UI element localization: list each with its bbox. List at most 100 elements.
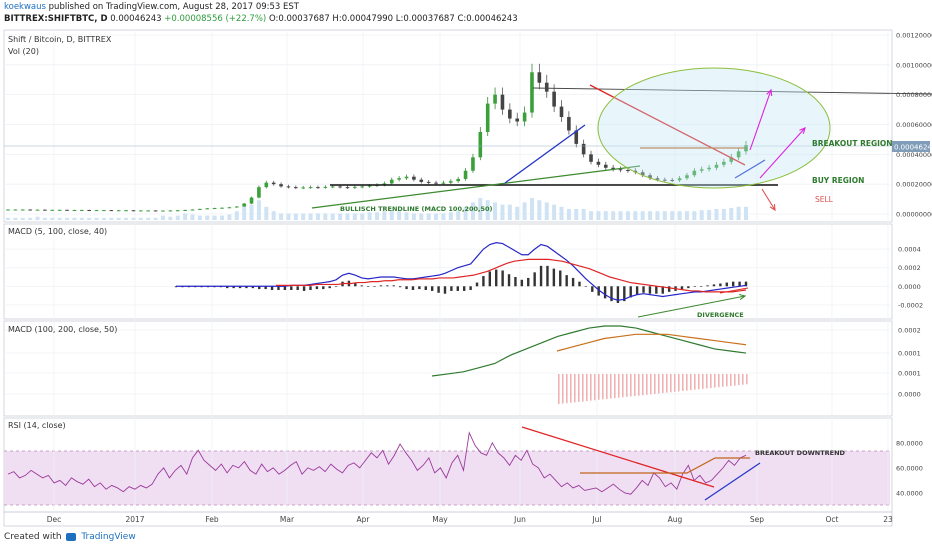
volume-bar: [596, 211, 601, 220]
short-uptrend-line: [734, 159, 766, 179]
candle-body: [257, 187, 261, 198]
candle-body: [316, 187, 320, 189]
candle-body: [323, 186, 328, 188]
macd-long-histogram-bar: [650, 374, 652, 395]
macd-long-histogram-bar: [582, 374, 584, 402]
macd-histogram-bar: [251, 286, 255, 289]
macd-long-histogram-bar: [610, 374, 612, 399]
macd-long-histogram-bar: [702, 374, 704, 389]
candle-body: [308, 187, 313, 189]
macd-histogram-bar: [495, 269, 498, 287]
volume-bar: [168, 216, 173, 220]
candle-body: [633, 170, 638, 173]
macd-long-pane: [431, 325, 748, 404]
volume-bar: [574, 209, 579, 220]
candle-body: [146, 210, 151, 212]
divergence-label: DIVERGENCE: [697, 311, 744, 319]
volume-bar: [6, 217, 10, 220]
macd-histogram-bar: [693, 286, 696, 287]
macd-histogram-bar: [680, 286, 684, 290]
volume-bar: [367, 212, 372, 220]
trendline-label: BULLISCH TRENDLINE (MACD 100,200,50): [340, 205, 493, 213]
candle-body: [57, 209, 62, 211]
candle-body: [50, 209, 55, 211]
last-price-value: 0.00046243: [894, 144, 932, 152]
volume-bar: [109, 217, 114, 220]
volume-bar: [28, 217, 33, 220]
macd-line: [176, 242, 747, 301]
volume-bar: [581, 209, 586, 220]
y-tick-label: 80.0000: [896, 439, 923, 447]
macd-histogram-bar: [661, 286, 664, 294]
volume-bar: [227, 214, 232, 220]
candle-body: [744, 145, 748, 152]
volume-bar: [116, 217, 121, 220]
macd-histogram-bar: [360, 285, 363, 287]
macd-histogram-bar: [533, 272, 536, 287]
macd-histogram-bar: [623, 286, 626, 302]
y-tick-label: 0.00020000: [896, 181, 932, 189]
candle-body: [611, 167, 615, 170]
candle-body: [13, 209, 18, 211]
symbol-label[interactable]: BITTREX:SHIFTBTC, D: [4, 14, 108, 24]
volume-bar: [721, 209, 726, 220]
created-with: Created with: [4, 532, 62, 542]
candle-body: [677, 178, 682, 181]
author-link[interactable]: koekwaus: [4, 2, 46, 12]
candle-body: [441, 182, 446, 184]
macd-histogram-bar: [283, 286, 287, 290]
candle-body: [330, 186, 335, 188]
macd-long-histogram-bar: [666, 374, 668, 393]
rsi-line: [7, 431, 747, 495]
macd-long-histogram-bar: [734, 374, 736, 386]
macd-histogram-bar: [514, 277, 517, 287]
candle-body: [397, 178, 401, 180]
candle-body: [227, 207, 232, 209]
y-tick-label: 0.0001: [898, 370, 921, 378]
tradingview-link[interactable]: TradingView: [81, 532, 136, 542]
macd-long-histogram-bar: [682, 374, 684, 391]
candle-body: [589, 154, 593, 162]
candle-body: [471, 157, 475, 171]
candle-body: [463, 170, 468, 179]
volume-bar: [271, 211, 276, 220]
macd-long-histogram-bar: [606, 374, 608, 399]
candle-body: [736, 151, 741, 158]
macd-histogram-bar: [366, 286, 370, 287]
volume-bar: [744, 206, 748, 220]
candle-body: [434, 182, 438, 184]
macd-long-histogram-bar: [654, 374, 656, 394]
volume-bar: [183, 213, 188, 220]
macd-histogram-bar: [488, 271, 492, 287]
macd-long-histogram-bar: [674, 374, 676, 392]
volume-bar: [670, 211, 675, 220]
volume-bar: [57, 217, 62, 220]
volume-bar: [249, 204, 254, 220]
candle-body: [640, 172, 645, 176]
candle-body: [242, 203, 246, 207]
symbol-line: BITTREX:SHIFTBTC, D 0.00046243 +0.000085…: [4, 14, 518, 24]
candle-body: [699, 169, 704, 171]
candle-body: [338, 186, 342, 188]
candle-body: [43, 209, 47, 211]
macd-histogram-bar: [539, 265, 543, 287]
volume-bar: [434, 213, 439, 220]
rsi-downtrend-line: [521, 426, 715, 488]
breakout-downtrend-label: BREAKOUT DOWNTREND: [755, 449, 846, 457]
candle-body: [131, 210, 136, 212]
macd-histogram-bar: [738, 281, 741, 287]
volume-bar: [493, 202, 498, 220]
volume-bar: [35, 216, 40, 220]
macd-short-red-line: [719, 287, 749, 294]
macd-histogram-bar: [302, 286, 306, 291]
macd-long-histogram-bar: [678, 374, 680, 392]
candle-body: [220, 207, 224, 209]
candle-body: [522, 112, 527, 122]
macd-long-line: [431, 325, 747, 377]
macd-histogram-bar: [648, 286, 652, 294]
macd-histogram-bar: [552, 268, 556, 287]
macd-histogram-bar: [450, 286, 453, 291]
x-tick-label: Mar: [280, 515, 295, 524]
candle-body: [205, 208, 210, 210]
